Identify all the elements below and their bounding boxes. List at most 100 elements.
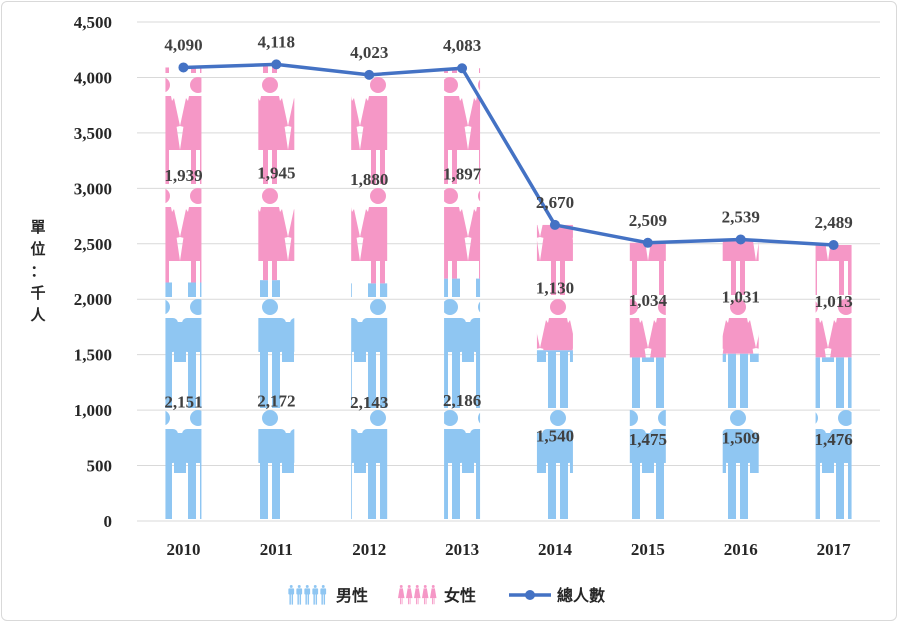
bar-female	[629, 242, 666, 358]
label-male: 1,475	[629, 430, 667, 449]
legend-female-icon	[398, 585, 405, 605]
legend-female-leg-right	[425, 598, 427, 605]
legend-male-icon	[304, 585, 311, 605]
label-female: 1,939	[164, 166, 202, 185]
legend-male-leg-right	[307, 594, 310, 605]
legend-female-head	[431, 585, 435, 588]
bars	[165, 64, 852, 521]
bar-female	[444, 68, 481, 279]
y-axis-label: 單位 ： 千人	[30, 218, 46, 324]
legend-male-torso	[312, 588, 319, 595]
y-tick-label: 3,000	[74, 179, 112, 198]
legend-female-leg-left	[399, 598, 401, 605]
label-total: 2,509	[629, 211, 667, 230]
y-tick-label: 4,500	[74, 13, 112, 32]
legend-female-dress	[414, 588, 421, 599]
label-male: 2,172	[257, 392, 295, 411]
total-point	[178, 62, 189, 73]
label-total: 4,023	[350, 43, 388, 62]
label-total: 2,670	[536, 193, 574, 212]
legend-female-icon	[414, 585, 421, 605]
legend-male-torso	[320, 588, 327, 595]
label-female: 1,130	[536, 279, 574, 298]
legend-female-dress	[398, 588, 405, 599]
y-tick-label: 4,000	[74, 68, 112, 87]
legend-female-leg-right	[409, 598, 411, 605]
x-axis-ticks: 2010 2011 2012 2013 2014 2015 2016 2017	[166, 540, 851, 559]
y-axis-title-char: 人	[30, 306, 46, 324]
bar-male	[815, 357, 852, 521]
legend-male-leg-left	[289, 594, 291, 605]
bar-female	[258, 64, 295, 281]
x-tick-label: 2015	[631, 540, 665, 559]
y-axis-title-char: 位	[30, 240, 45, 258]
x-tick-label: 2014	[538, 540, 573, 559]
legend-male-leg-right	[315, 594, 318, 605]
label-total: 4,083	[443, 36, 481, 55]
legend-female-leg-left	[423, 598, 425, 605]
legend-female-icon	[422, 585, 429, 605]
legend-male-icon	[320, 585, 327, 605]
bar-male	[536, 350, 573, 521]
label-female: 1,013	[814, 292, 852, 311]
total-line	[178, 59, 839, 250]
legend-female-dress	[422, 588, 429, 599]
legend-male-torso	[288, 588, 295, 595]
label-female: 1,945	[257, 163, 295, 182]
legend-female-leg-left	[431, 598, 433, 605]
legend-male-head	[305, 585, 309, 588]
legend-male-leg-left	[321, 594, 323, 605]
legend-male-leg-right	[299, 594, 302, 605]
label-total: 2,539	[722, 207, 760, 226]
bar-male	[444, 278, 481, 521]
legend-male-icon	[312, 585, 319, 605]
y-tick-label: 1,000	[74, 401, 112, 420]
x-tick-label: 2017	[817, 540, 852, 559]
label-total: 2,489	[814, 213, 852, 232]
x-tick-label: 2013	[445, 540, 479, 559]
legend-female-leg-right	[417, 598, 419, 605]
legend-female-leg-right	[401, 598, 403, 605]
label-female: 1,897	[443, 164, 482, 183]
legend-male-leg-left	[305, 594, 307, 605]
label-male: 2,151	[164, 393, 202, 412]
legend-female-icon	[406, 585, 413, 605]
legend-male-leg-left	[313, 594, 315, 605]
legend-male-torso	[304, 588, 311, 595]
legend-female-head	[423, 585, 427, 588]
legend-male-leg-left	[297, 594, 299, 605]
legend-male-label: 男性	[336, 586, 368, 605]
legend-male-leg-right	[323, 594, 326, 605]
x-tick-label: 2011	[260, 540, 293, 559]
legend-female-dress	[406, 588, 413, 599]
label-male: 1,540	[536, 427, 574, 446]
total-series-line	[183, 62, 834, 247]
legend-male-leg-right	[291, 594, 294, 605]
total-point	[271, 59, 282, 70]
total-point	[642, 237, 653, 248]
total-point	[457, 63, 468, 74]
y-axis-title-char: 千	[30, 284, 45, 302]
total-point	[828, 239, 839, 250]
x-tick-label: 2016	[724, 540, 758, 559]
y-tick-label: 0	[104, 512, 113, 531]
legend-female-dress	[430, 588, 437, 599]
y-tick-label: 2,000	[74, 290, 112, 309]
label-male: 1,509	[722, 428, 760, 447]
label-male: 1,476	[814, 430, 852, 449]
legend-male-head	[321, 585, 325, 588]
y-axis-title: 單位 ： 千人	[30, 218, 46, 324]
bar-male	[722, 353, 759, 521]
label-male: 2,186	[443, 391, 481, 410]
y-tick-label: 2,500	[74, 235, 112, 254]
legend-male-head	[289, 585, 293, 588]
legend-female-label: 女性	[444, 586, 476, 605]
data-labels: 2,151 1,939 4,090 2,172 1,945 4,118 2,143 1,880…	[164, 32, 852, 449]
label-total: 4,090	[164, 35, 202, 54]
legend-female-icon	[430, 585, 437, 605]
x-tick-label: 2010	[166, 540, 200, 559]
y-axis-title-char: ：	[30, 262, 45, 280]
legend-female-head	[399, 585, 403, 588]
legend-female-leg-right	[433, 598, 435, 605]
gridlines	[137, 21, 880, 522]
